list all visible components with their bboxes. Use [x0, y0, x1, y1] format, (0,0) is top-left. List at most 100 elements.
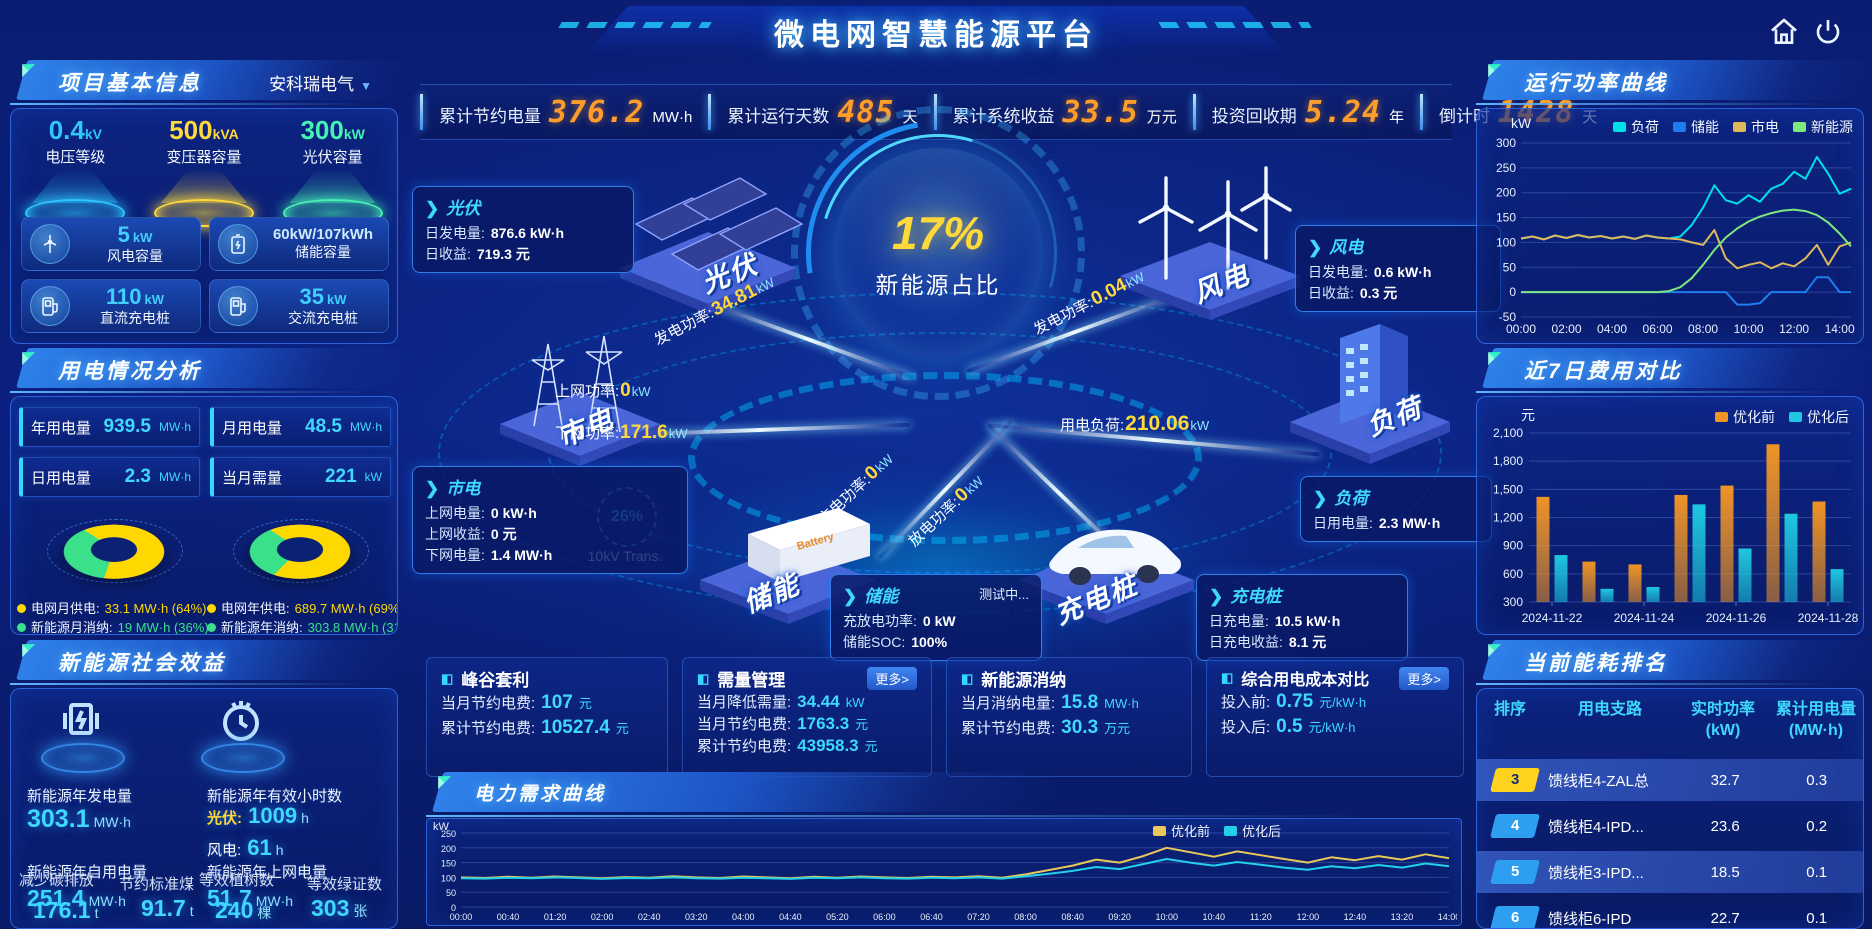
ranking-table-body: 3 馈线柜4-ZAL总 32.7 0.3 4 馈线柜4-IPD... 23.6 …	[1477, 759, 1863, 928]
more-button[interactable]: 更多>	[1399, 666, 1449, 690]
chevron-right-icon: ❯	[1313, 489, 1328, 508]
legend-item[interactable]: 优化前	[1715, 407, 1775, 427]
gen-label: 新能源年发电量	[27, 788, 133, 805]
svg-text:00:00: 00:00	[1506, 322, 1536, 336]
legend-item[interactable]: 储能	[1673, 117, 1719, 137]
spotlight-transformer: 500kVA 变压器容量	[145, 115, 263, 227]
card-demand-management: ◧ 需量管理 更多> 当月降低需量: 34.44 kW 当月节约电费: 1763.3 元 …	[682, 657, 932, 777]
svg-text:08:00: 08:00	[1688, 322, 1718, 336]
dc-charger-icon	[30, 286, 70, 326]
spotlight-voltage: 0.4kV 电压等级	[16, 115, 134, 227]
to-grid-label: 新能源年上网电量	[207, 864, 328, 881]
spotlight-cone	[32, 169, 119, 203]
to-grid-value: 51.7 MW·h	[207, 885, 294, 911]
svg-text:1,200: 1,200	[1493, 511, 1523, 525]
certs-label: 等效绿证数	[307, 876, 383, 893]
demand-legend: 优化前 优化后	[1152, 821, 1281, 840]
chevron-right-icon: ❯	[425, 479, 440, 498]
page-title: 微电网智慧能源平台	[774, 19, 1098, 52]
panel-title: 近7日费用对比	[1524, 360, 1683, 383]
panel-header: 用电情况分析	[10, 348, 410, 393]
more-button[interactable]: 更多>	[867, 667, 917, 690]
corner-glyph-icon: ◧	[961, 670, 974, 686]
chevron-right-icon: ❯	[1209, 587, 1224, 606]
load-power-flow: 用电负荷:210.06kW	[1060, 412, 1210, 435]
ranking-table-header: 排序 用电支路 实时功率 (kW) 累计用电量 (MW·h)	[1493, 701, 1856, 739]
stats-separator	[420, 94, 423, 130]
svg-text:50: 50	[446, 888, 456, 898]
card-peak-valley-arbitrage: ◧ 峰谷套利 当月节约电费: 107 元 累计节约电费: 10527.4 元	[426, 657, 668, 777]
power-line-chart[interactable]: -50 0 50 100 150 200 250 300 00:00 02:00 04:00 06:0…	[1477, 109, 1861, 341]
corner-glyph-icon: ◧	[697, 670, 710, 686]
panel-title: 运行功率曲线	[1524, 72, 1668, 95]
charger-info-title: ❯ 充电桩	[1209, 587, 1282, 606]
svg-text:04:40: 04:40	[779, 912, 802, 922]
legend-item[interactable]: 优化前	[1152, 821, 1210, 840]
legend-dot	[207, 623, 216, 632]
self-use-label: 新能源年自用电量	[27, 864, 148, 881]
grid-info-title: ❯ 市电	[425, 479, 481, 498]
svg-text:03:20: 03:20	[685, 912, 708, 922]
table-row[interactable]: 5 馈线柜3-IPD... 18.5 0.1	[1477, 851, 1863, 893]
svg-text:2024-11-28: 2024-11-28	[1798, 611, 1859, 625]
table-row[interactable]: 4 馈线柜4-IPD... 23.6 0.2	[1477, 805, 1863, 847]
month-donut-legend: 电网月供电: 33.1 MW·h (64%) 新能源月消纳: 19 MW·h (36…	[17, 599, 209, 634]
svg-text:250: 250	[441, 829, 456, 839]
card-title: ◧ 需量管理 更多>	[697, 666, 917, 691]
storage-info-title: ❯ 储能	[843, 587, 899, 606]
stat-payback-period: 投资回收期 5.24 年	[1211, 94, 1405, 130]
renewable-share-percent: 17%	[891, 207, 985, 259]
card-wind-capacity: 5 kW 风电容量	[21, 217, 201, 271]
company-dropdown[interactable]: 安科瑞电气 ▼	[269, 75, 372, 94]
svg-text:600: 600	[1503, 567, 1523, 581]
card-title: ◧ 峰谷套利	[441, 670, 530, 691]
legend-swatch	[1613, 122, 1626, 132]
spotlight-pv: 300kW 光伏容量	[274, 115, 392, 227]
metric-month-usage: 月用电量 48.5 MW·h	[210, 407, 391, 447]
legend-item[interactable]: 优化后	[1223, 821, 1281, 840]
svg-text:12:00: 12:00	[1297, 912, 1320, 922]
grid-island-icon	[500, 335, 660, 466]
co2-value: 176.1 t	[33, 897, 99, 923]
home-icon[interactable]	[1768, 16, 1800, 48]
hours-podium	[193, 697, 289, 781]
panel-title: 新能源社会效益	[58, 652, 226, 675]
svg-text:0: 0	[451, 903, 456, 913]
svg-text:50: 50	[1503, 260, 1517, 274]
legend-swatch	[1673, 122, 1686, 132]
svg-text:01:20: 01:20	[544, 912, 567, 922]
pv-info-title: ❯ 光伏	[425, 199, 481, 218]
panel-header: 运行功率曲线	[1476, 60, 1872, 105]
svg-text:10:40: 10:40	[1202, 912, 1225, 922]
svg-text:04:00: 04:00	[732, 912, 755, 922]
title-band	[586, 6, 1286, 54]
legend-swatch	[1789, 412, 1802, 422]
coal-label: 节约标准煤	[119, 876, 195, 893]
svg-text:06:00: 06:00	[873, 912, 896, 922]
power-icon[interactable]	[1812, 16, 1844, 48]
corner-glyph-icon: ◧	[441, 670, 454, 686]
legend-item[interactable]: 新能源	[1793, 117, 1853, 137]
svg-text:08:00: 08:00	[1014, 912, 1037, 922]
svg-text:13:20: 13:20	[1391, 912, 1414, 922]
svg-text:200: 200	[1496, 186, 1516, 200]
legend-item[interactable]: 优化后	[1789, 407, 1849, 427]
svg-text:200: 200	[441, 844, 456, 854]
chevron-right-icon: ❯	[1308, 238, 1323, 257]
clock-icon	[223, 701, 259, 741]
demand-line-chart[interactable]: 0 50 100 150 200 250 00:00 00:40 01:20 02:00 02:40…	[427, 819, 1460, 923]
renewable-share-orb: 17% 新能源占比	[753, 68, 1123, 438]
chevron-right-icon: ❯	[843, 587, 858, 606]
svg-text:300: 300	[1496, 136, 1516, 150]
svg-text:2024-11-22: 2024-11-22	[1522, 611, 1583, 625]
legend-swatch	[1223, 825, 1237, 836]
panel-corner-icon	[1488, 64, 1502, 78]
cost-bar-chart[interactable]: 300 600 900 1,200 1,500 1,800 2,100 2024-11-22 2…	[1477, 397, 1861, 632]
storage-info-box: ❯ 储能 测试中... 充放电功率: 0 kW 储能SOC: 100%	[830, 574, 1042, 661]
table-row[interactable]: 6 馈线柜6-IPD 22.7 0.1	[1477, 897, 1863, 928]
legend-item[interactable]: 市电	[1733, 117, 1779, 137]
legend-item[interactable]: 负荷	[1613, 117, 1659, 137]
table-row[interactable]: 3 馈线柜4-ZAL总 32.7 0.3	[1477, 759, 1863, 801]
svg-text:1,500: 1,500	[1493, 482, 1523, 496]
usage-metrics: 年用电量 939.5 MW·h 月用电量 48.5 MW·h 日用电量 2.3 MW·…	[19, 407, 391, 497]
